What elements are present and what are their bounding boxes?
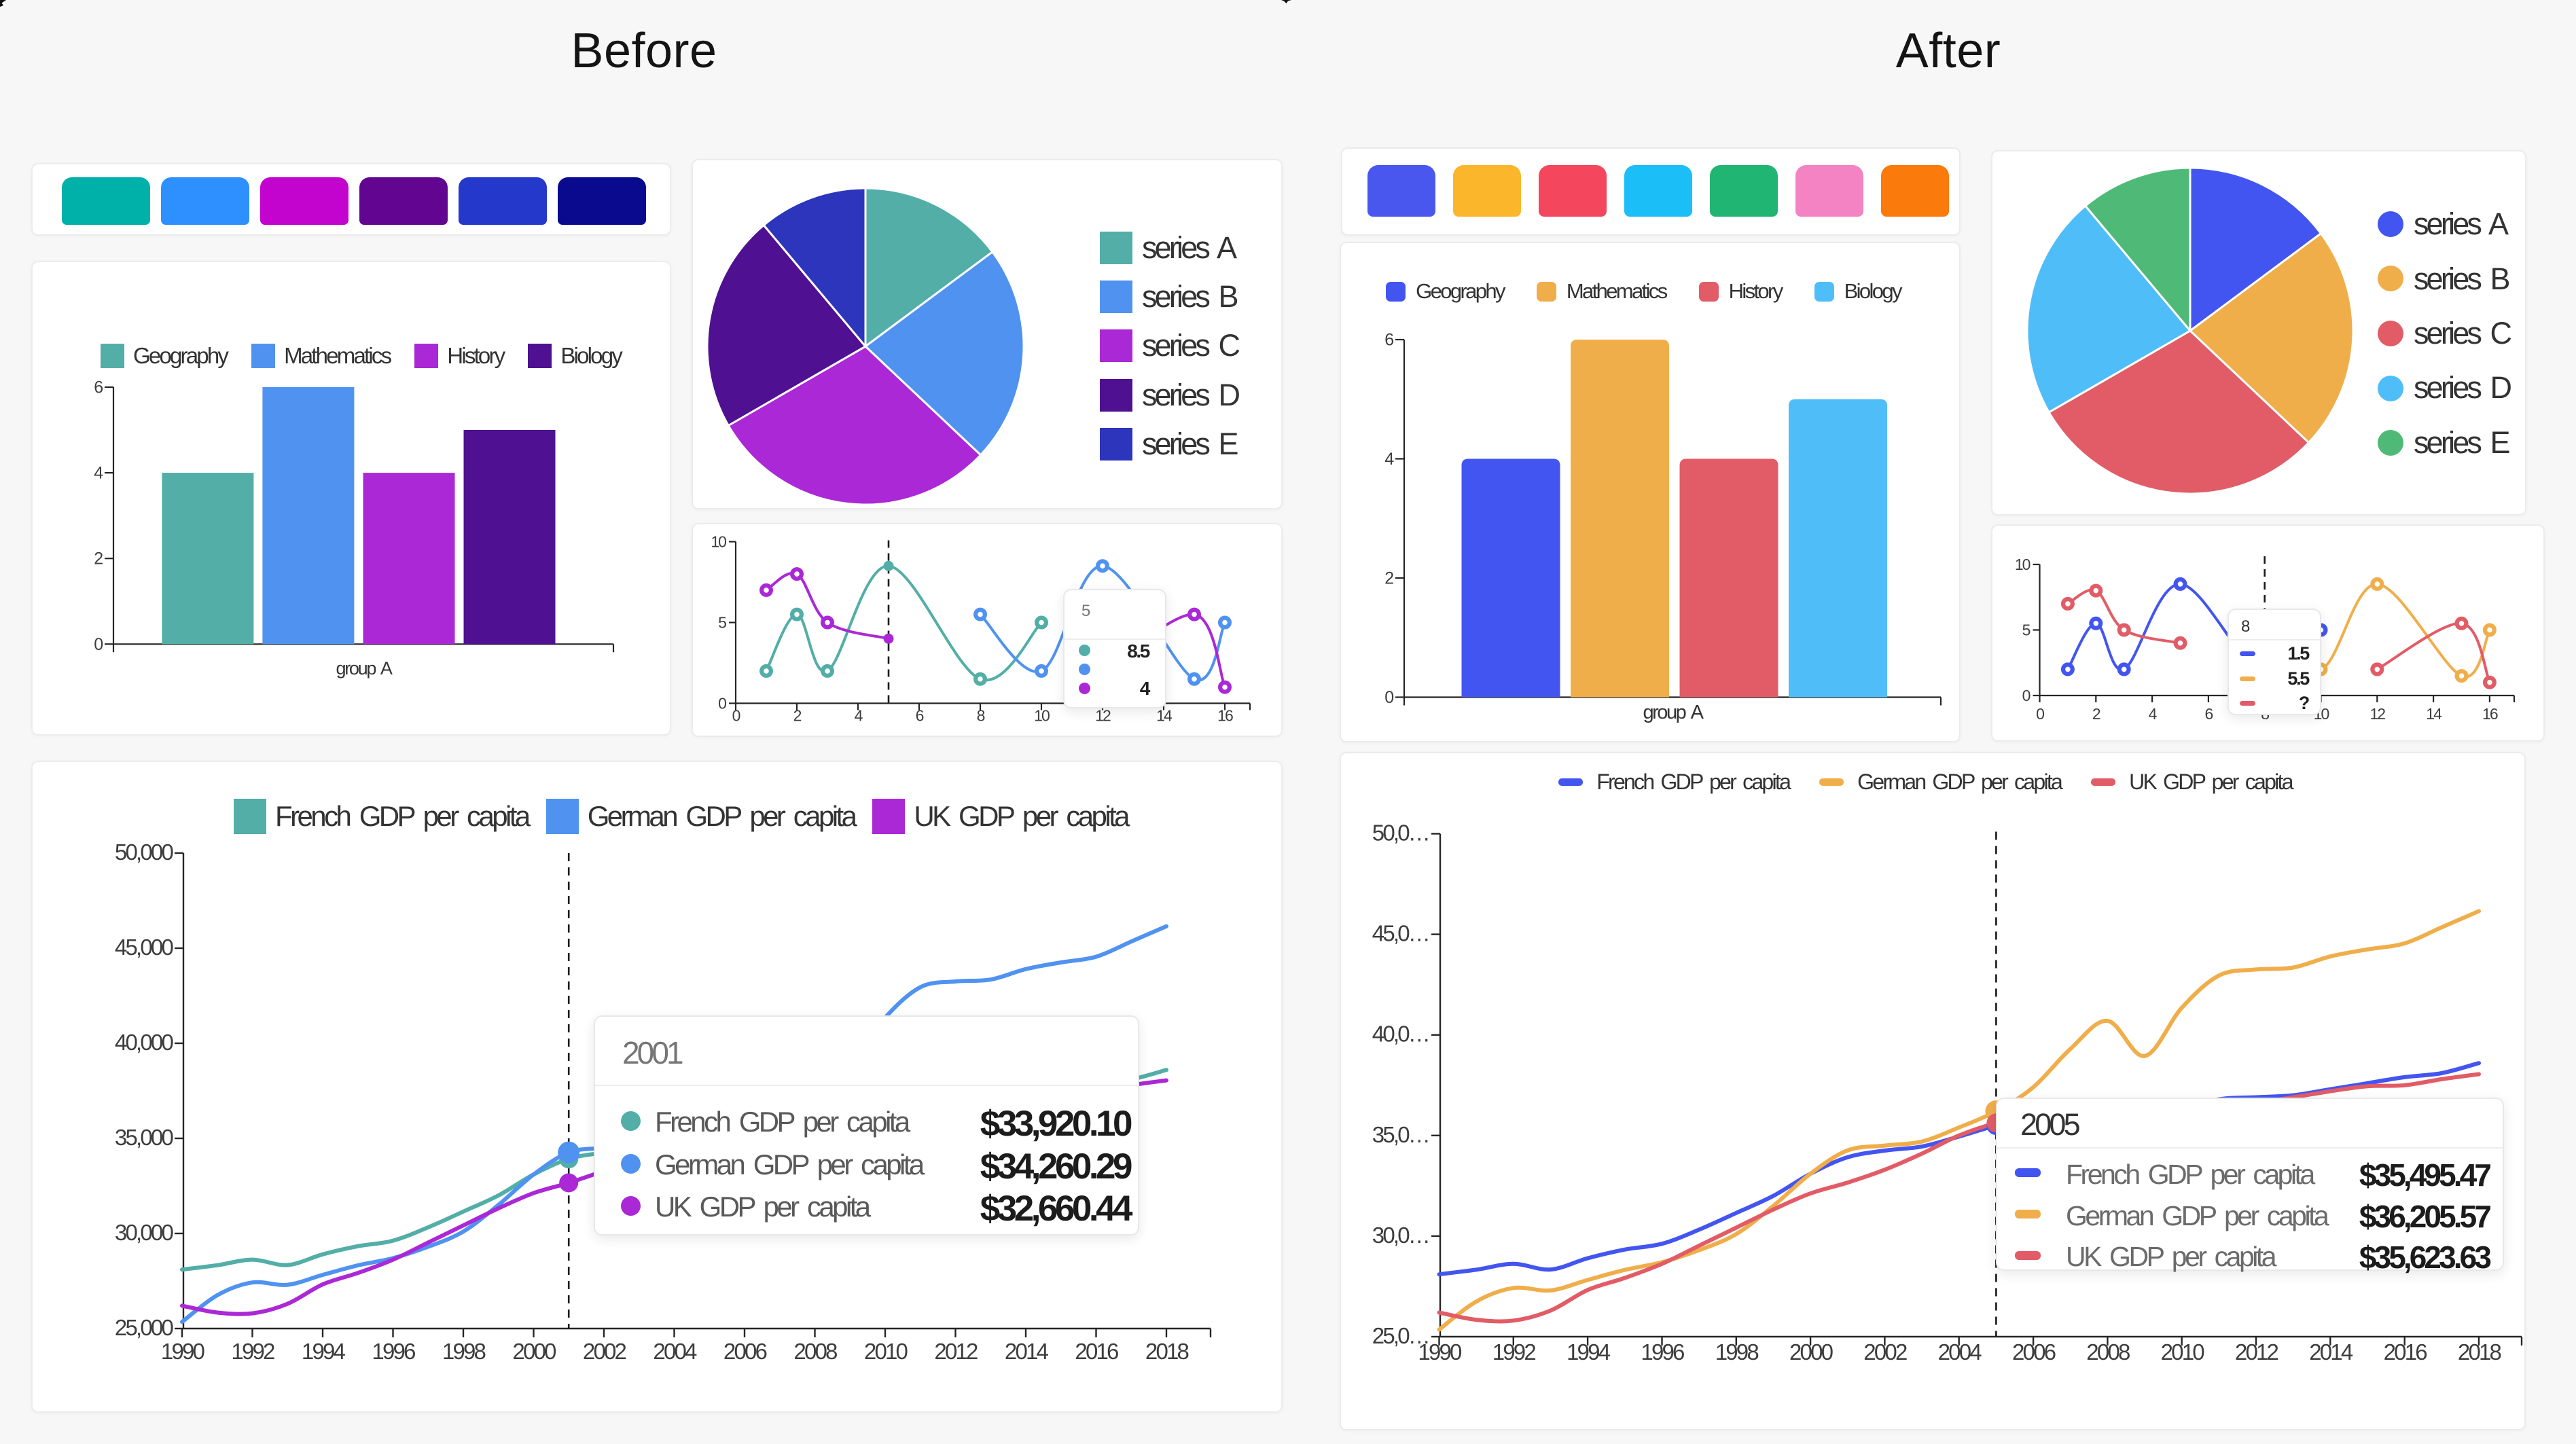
svg-text:0: 0 xyxy=(1384,688,1393,707)
svg-text:2006: 2006 xyxy=(2012,1339,2056,1365)
svg-text:8: 8 xyxy=(977,707,985,725)
svg-text:25,000: 25,000 xyxy=(115,1315,174,1340)
svg-text:12: 12 xyxy=(1095,707,1111,725)
svg-text:2014: 2014 xyxy=(2309,1339,2353,1365)
svg-text:30,000: 30,000 xyxy=(115,1220,174,1245)
svg-text:40,0…: 40,0… xyxy=(1372,1022,1429,1047)
svg-text:35,0…: 35,0… xyxy=(1372,1122,1429,1147)
svg-text:10: 10 xyxy=(2015,556,2031,573)
svg-text:2004: 2004 xyxy=(1938,1339,1982,1365)
svg-text:2014: 2014 xyxy=(1005,1339,1049,1364)
svg-text:0: 0 xyxy=(732,707,740,725)
svg-text:2016: 2016 xyxy=(2384,1339,2427,1365)
svg-text:16: 16 xyxy=(1217,707,1233,725)
svg-text:2: 2 xyxy=(2092,705,2100,723)
svg-text:2: 2 xyxy=(793,707,802,725)
svg-text:2018: 2018 xyxy=(2458,1339,2501,1365)
svg-text:14: 14 xyxy=(1156,707,1173,725)
svg-text:40,000: 40,000 xyxy=(115,1030,174,1055)
svg-text:2002: 2002 xyxy=(1863,1339,1907,1365)
svg-text:50,000: 50,000 xyxy=(115,840,174,865)
svg-text:4: 4 xyxy=(94,464,103,483)
svg-text:2010: 2010 xyxy=(2161,1339,2205,1365)
svg-text:4: 4 xyxy=(2149,705,2158,723)
svg-text:1990: 1990 xyxy=(161,1339,205,1364)
svg-text:2: 2 xyxy=(1384,569,1393,588)
svg-text:12: 12 xyxy=(2369,705,2385,723)
svg-text:0: 0 xyxy=(94,635,103,654)
svg-text:6: 6 xyxy=(94,378,103,397)
svg-text:0: 0 xyxy=(2022,687,2031,704)
svg-text:1994: 1994 xyxy=(302,1339,346,1364)
svg-text:0: 0 xyxy=(718,695,726,712)
svg-text:0: 0 xyxy=(2036,705,2044,723)
svg-text:2010: 2010 xyxy=(864,1339,908,1364)
svg-text:2012: 2012 xyxy=(2235,1339,2278,1365)
svg-text:group A: group A xyxy=(1643,702,1704,723)
svg-text:1996: 1996 xyxy=(372,1339,415,1364)
svg-text:25,0…: 25,0… xyxy=(1372,1323,1429,1348)
svg-text:1992: 1992 xyxy=(231,1339,274,1364)
svg-text:45,0…: 45,0… xyxy=(1372,921,1429,946)
svg-text:1994: 1994 xyxy=(1567,1339,1611,1365)
svg-text:1998: 1998 xyxy=(1715,1339,1759,1365)
svg-text:35,000: 35,000 xyxy=(115,1125,174,1150)
svg-text:1992: 1992 xyxy=(1492,1339,1536,1365)
svg-text:10: 10 xyxy=(1034,707,1050,725)
svg-text:5: 5 xyxy=(718,614,726,632)
svg-text:2000: 2000 xyxy=(512,1339,556,1364)
svg-text:2008: 2008 xyxy=(793,1339,837,1364)
svg-text:2006: 2006 xyxy=(723,1339,767,1364)
svg-text:4: 4 xyxy=(1384,450,1394,469)
svg-text:2016: 2016 xyxy=(1075,1339,1118,1364)
svg-text:2008: 2008 xyxy=(2086,1339,2130,1365)
svg-text:group A: group A xyxy=(336,658,392,679)
svg-text:1996: 1996 xyxy=(1641,1339,1684,1365)
svg-text:30,0…: 30,0… xyxy=(1372,1223,1429,1248)
svg-text:2018: 2018 xyxy=(1145,1339,1189,1364)
svg-text:5: 5 xyxy=(2022,621,2031,639)
svg-text:2: 2 xyxy=(94,549,103,568)
svg-text:1990: 1990 xyxy=(1418,1339,1462,1365)
svg-text:14: 14 xyxy=(2426,705,2442,723)
svg-text:2012: 2012 xyxy=(934,1339,978,1364)
svg-text:1998: 1998 xyxy=(442,1339,486,1364)
svg-text:2000: 2000 xyxy=(1789,1339,1833,1365)
svg-text:6: 6 xyxy=(2204,705,2213,723)
svg-text:10: 10 xyxy=(711,533,726,551)
svg-text:6: 6 xyxy=(916,707,924,725)
svg-text:45,000: 45,000 xyxy=(115,935,174,960)
svg-text:4: 4 xyxy=(855,707,863,725)
svg-text:16: 16 xyxy=(2482,705,2498,723)
svg-text:2002: 2002 xyxy=(583,1339,626,1364)
svg-text:2004: 2004 xyxy=(653,1339,697,1364)
svg-text:6: 6 xyxy=(1384,331,1393,350)
svg-text:50,0…: 50,0… xyxy=(1372,820,1429,846)
